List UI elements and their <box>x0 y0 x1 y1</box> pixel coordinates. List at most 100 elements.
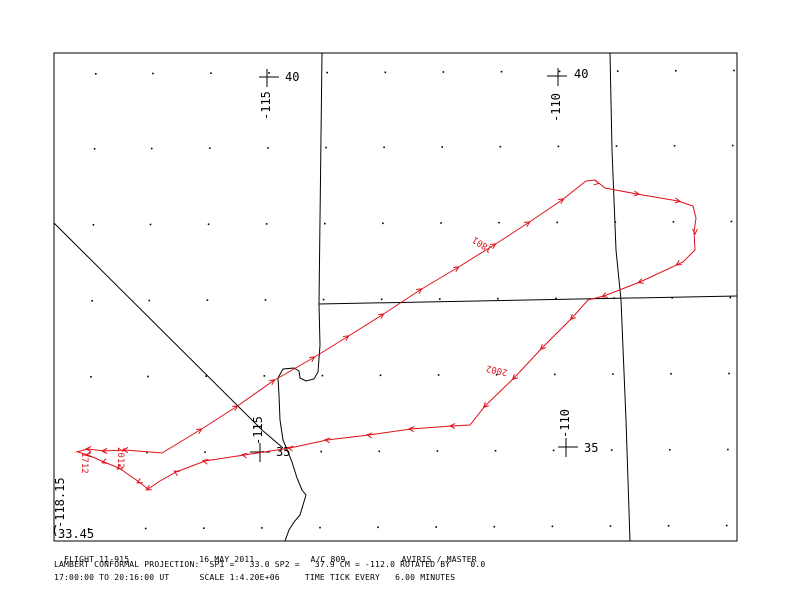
grid-dot <box>727 448 729 451</box>
grid-dot <box>379 374 382 377</box>
map-frame <box>53 52 738 542</box>
grid-dot <box>671 297 673 299</box>
grid-dot <box>203 527 205 529</box>
grid-dot <box>499 145 502 148</box>
grid-dot <box>441 146 443 148</box>
grid-dot <box>324 222 326 225</box>
grid-dot <box>615 145 618 147</box>
cross-35n-110w <box>558 438 578 457</box>
grid-dot <box>672 221 675 223</box>
grid-dot <box>439 298 441 300</box>
grid-dot <box>205 375 207 377</box>
grid-dot <box>670 373 672 375</box>
dot-grid <box>87 69 735 530</box>
grid-dot <box>500 70 503 73</box>
time-tick-mark <box>416 288 423 294</box>
flight-number: FLIGHT 11-915 <box>64 555 130 564</box>
time-tick-mark <box>100 448 108 454</box>
grid-dot <box>442 71 445 73</box>
time-tick-mark <box>490 243 497 249</box>
grid-dot <box>91 300 93 302</box>
grid-dot <box>612 373 614 375</box>
corner-lon-label: -118.15 <box>53 477 67 528</box>
time-tick-mark <box>593 179 601 186</box>
time-tick-mark <box>539 343 547 351</box>
grid-dot <box>268 72 270 74</box>
grid-dot <box>378 450 381 453</box>
grid-dot <box>610 449 613 451</box>
time-tick-mark <box>84 446 92 452</box>
grid-dot <box>497 297 499 300</box>
time-tick-mark <box>637 278 644 284</box>
grid-dot <box>557 145 560 148</box>
grid-dot <box>609 525 612 527</box>
cross-40n-110w <box>547 68 567 86</box>
grid-dot <box>558 70 561 73</box>
time-tick-mark <box>365 432 373 439</box>
grid-dot <box>437 374 440 376</box>
aircraft-id: A/C 809 <box>310 555 346 564</box>
track-outbound-leg <box>75 179 697 490</box>
time-tick-mark <box>101 458 108 464</box>
lat-label-40-left: 40 <box>285 70 299 84</box>
time-tick-mark <box>196 428 203 434</box>
grid-dot <box>675 70 677 72</box>
time-tick-mark <box>232 405 239 411</box>
grid-dot <box>150 147 153 150</box>
time-tick-mark <box>482 401 490 409</box>
grid-dot <box>263 375 266 377</box>
track-label-west-b: 2012 <box>115 447 125 469</box>
grid-dot <box>440 222 442 224</box>
time-tick-mark <box>173 470 180 476</box>
grid-dot <box>267 147 269 149</box>
grid-dot <box>495 373 498 376</box>
time-tick-mark <box>309 356 316 362</box>
grid-dot <box>92 224 95 226</box>
grid-dot <box>210 72 212 74</box>
grid-dot <box>673 145 676 147</box>
grid-dot <box>93 148 96 150</box>
time-tick-mark <box>145 485 152 491</box>
lon-label-115-bottom: -115 <box>251 416 265 445</box>
time-tick-mark <box>269 379 276 385</box>
grid-dot <box>326 71 328 74</box>
grid-dot <box>667 525 670 527</box>
grid-dot <box>147 375 149 378</box>
grid-dot <box>377 526 379 529</box>
grid-dot <box>383 146 385 149</box>
grid-dot <box>146 451 148 454</box>
grid-dot <box>319 526 321 529</box>
grid-dot <box>87 528 90 530</box>
grid-dot <box>725 524 728 527</box>
time-tick-mark <box>323 437 331 444</box>
grid-dot <box>149 223 152 226</box>
grid-dot <box>729 296 732 299</box>
corner-lat-label: 33.45 <box>58 527 94 541</box>
grid-dot <box>95 73 97 75</box>
grid-dot <box>555 297 557 300</box>
grid-dot <box>436 450 439 452</box>
track-label-leg-a: 1801 <box>471 234 495 254</box>
grid-dot <box>493 525 496 528</box>
time-tick-mark <box>407 426 415 433</box>
project-name: AVIRIS / MASTER <box>401 555 477 564</box>
az-nm-boundary <box>609 52 631 542</box>
time-tick-mark <box>121 447 129 453</box>
grid-dot <box>498 221 500 224</box>
time-ticks <box>84 179 698 491</box>
grid-dot <box>320 450 322 453</box>
grid-dot <box>384 71 387 74</box>
graticule-crosses <box>250 68 578 462</box>
cross-40n-115w <box>259 69 279 87</box>
footer-line-1: FLIGHT 11-915 16 MAY 2011 A/C 809 AVIRIS / … <box>54 546 477 564</box>
flight-track <box>75 179 697 490</box>
grid-dot <box>669 449 671 451</box>
grid-dot <box>556 221 558 224</box>
corner-arc <box>54 524 57 537</box>
time-scale-line: 17:00:00 TO 20:16:00 UT SCALE 1:4.20E+06… <box>54 573 456 582</box>
ca-nv-boundary <box>53 222 284 449</box>
grid-dot <box>731 144 734 147</box>
grid-dot <box>204 451 206 453</box>
grid-dot <box>265 223 268 225</box>
time-tick-mark <box>674 197 682 204</box>
